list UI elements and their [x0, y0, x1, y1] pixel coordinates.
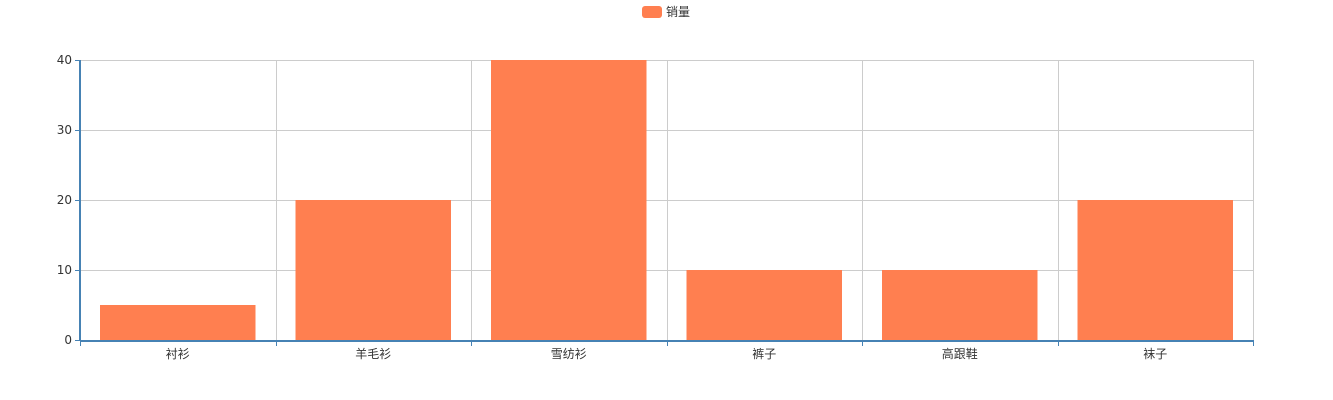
axes — [75, 60, 1254, 346]
x-tick-label: 衬衫 — [166, 347, 190, 361]
x-tick-label: 高跟鞋 — [942, 346, 978, 361]
bar-4[interactable] — [686, 270, 843, 340]
bar-6[interactable] — [1077, 200, 1234, 340]
x-axis-tick-labels: 衬衫 羊毛衫 雪纺衫 裤子 高跟鞋 袜子 — [166, 346, 1168, 361]
legend-label: 销量 — [666, 5, 690, 19]
legend[interactable]: 销量 — [642, 5, 690, 19]
y-tick-label: 30 — [57, 123, 72, 137]
bar-1[interactable] — [100, 305, 256, 340]
y-tick-label: 10 — [57, 263, 72, 277]
y-tick-label: 20 — [57, 193, 72, 207]
x-tick-label: 裤子 — [752, 347, 776, 361]
legend-swatch — [642, 6, 662, 18]
grid-lines — [80, 60, 1254, 340]
x-tick-label: 袜子 — [1143, 347, 1167, 361]
y-tick-label: 40 — [57, 53, 72, 67]
bar-3[interactable] — [491, 60, 647, 340]
x-tick-label: 羊毛衫 — [355, 346, 391, 361]
y-axis-tick-labels: 0 10 20 30 40 — [57, 53, 72, 347]
bar-5[interactable] — [882, 270, 1038, 340]
y-tick-label: 0 — [64, 333, 72, 347]
bars — [100, 60, 1233, 340]
x-tick-label: 雪纺衫 — [551, 347, 587, 361]
bar-2[interactable] — [295, 200, 452, 340]
